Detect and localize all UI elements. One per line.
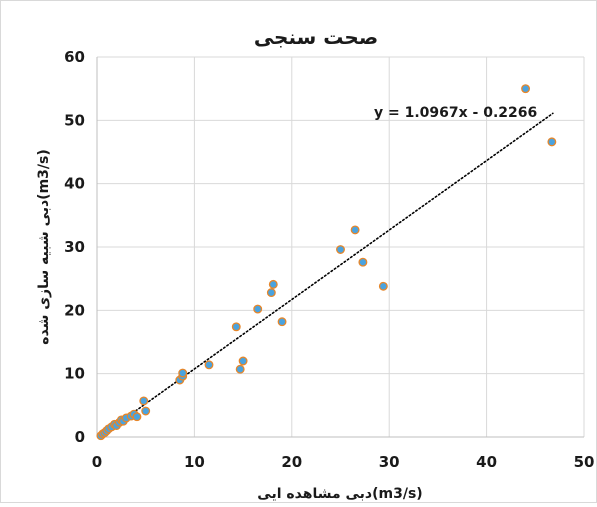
x-tick-label: 0 bbox=[92, 453, 102, 471]
x-axis-label: دبی مشاهده ایی(m3/s) bbox=[257, 486, 422, 502]
y-tick-label: 60 bbox=[64, 48, 85, 66]
x-tick-label: 50 bbox=[574, 453, 595, 471]
y-tick-label: 20 bbox=[64, 301, 85, 319]
data-point bbox=[358, 257, 368, 267]
y-axis-label: دبی شبیه سازی شده(m3/s) bbox=[36, 149, 52, 345]
axes: 0 10 20 30 40 50 60 0 10 20 30 40 50 bbox=[64, 48, 594, 471]
chart-title: صحت سنجی bbox=[254, 25, 378, 49]
y-tick-label: 0 bbox=[75, 428, 85, 446]
x-tick-label: 20 bbox=[281, 453, 302, 471]
data-point bbox=[266, 288, 276, 298]
y-tick-label: 10 bbox=[64, 365, 85, 383]
data-point bbox=[178, 368, 188, 378]
data-point bbox=[268, 279, 278, 289]
data-point bbox=[253, 304, 263, 314]
data-point bbox=[141, 406, 151, 416]
data-point bbox=[204, 360, 214, 370]
data-point bbox=[336, 245, 345, 254]
data-point bbox=[235, 364, 245, 374]
data-point bbox=[378, 281, 388, 291]
trendline-equation: y = 1.0967x - 0.2266 bbox=[374, 105, 537, 121]
data-point bbox=[238, 356, 248, 366]
data-point bbox=[547, 137, 557, 147]
trendline-group: y = 1.0967x - 0.2266 bbox=[99, 105, 554, 438]
data-point bbox=[277, 317, 287, 327]
data-point bbox=[139, 396, 149, 406]
gridlines bbox=[97, 56, 585, 437]
data-point bbox=[231, 322, 241, 332]
x-tick-label: 40 bbox=[476, 453, 497, 471]
y-tick-label: 40 bbox=[64, 175, 85, 193]
x-tick-label: 30 bbox=[379, 453, 400, 471]
data-points bbox=[96, 84, 557, 441]
y-tick-label: 30 bbox=[64, 238, 85, 256]
y-tick-label: 50 bbox=[64, 111, 85, 129]
x-tick-label: 10 bbox=[184, 453, 205, 471]
data-point bbox=[521, 84, 531, 94]
trendline bbox=[99, 112, 554, 438]
data-point bbox=[350, 225, 360, 235]
data-point bbox=[132, 412, 142, 422]
